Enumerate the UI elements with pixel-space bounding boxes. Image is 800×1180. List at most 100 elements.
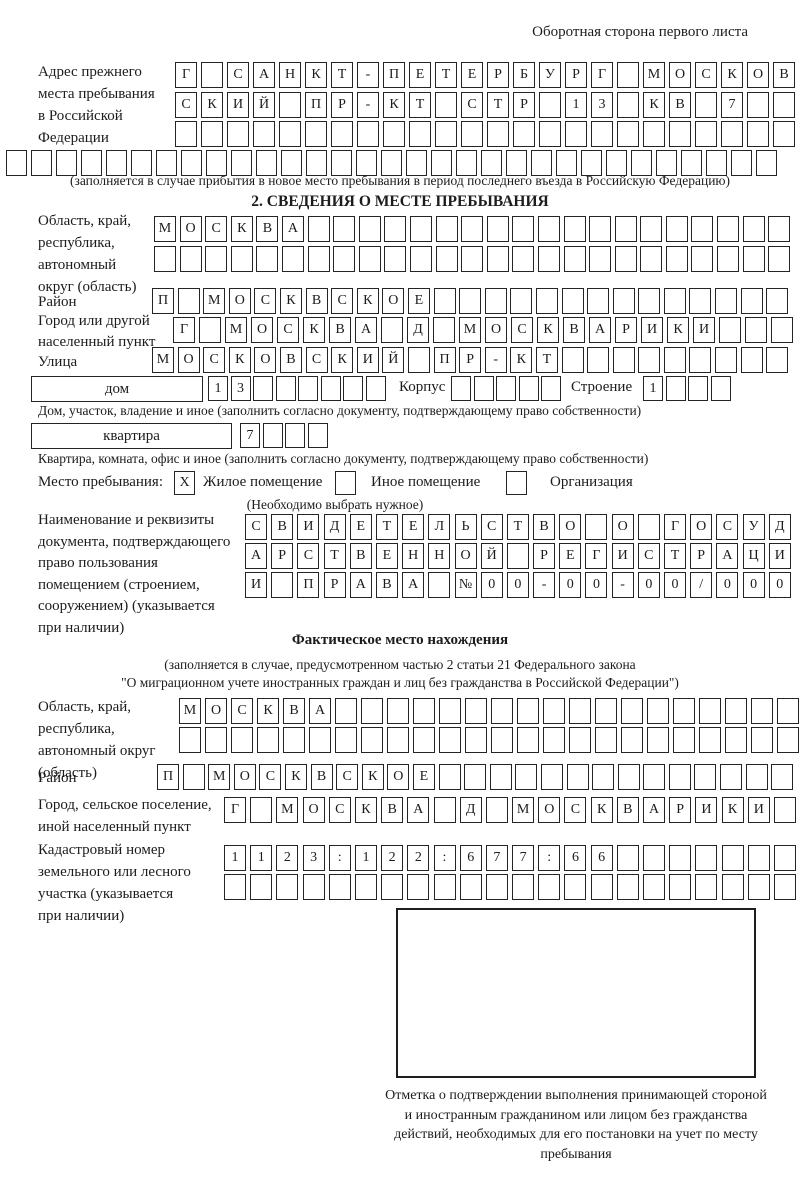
- char-cell: [407, 347, 430, 373]
- section2-title: 2. СВЕДЕНИЯ О МЕСТЕ ПРЕБЫВАНИЯ: [251, 193, 549, 210]
- char-cell: [513, 121, 535, 147]
- char-cell: [275, 376, 296, 401]
- dom-box-label: дом: [104, 380, 130, 397]
- char-cell: [777, 698, 799, 724]
- char-cell: Л: [428, 514, 451, 540]
- char-cell: К: [667, 317, 689, 343]
- char-cell: [250, 797, 273, 823]
- char-cell: Е: [375, 543, 398, 569]
- char-cell: Т: [664, 543, 686, 569]
- char-cell: 0: [480, 572, 503, 598]
- char-cell: [561, 347, 584, 373]
- char-cell: [451, 376, 471, 401]
- char-cell: [699, 727, 721, 753]
- char-cell: Е: [407, 288, 430, 314]
- char-cell: [587, 288, 610, 314]
- char-cell: [262, 423, 283, 448]
- char-cell: 6: [564, 845, 587, 871]
- char-cell: В: [329, 317, 351, 343]
- char-cell: [298, 376, 318, 401]
- char-cell: В: [283, 698, 305, 724]
- char-cell: Р: [533, 543, 556, 569]
- zhiloe-label: Жилое помещение: [203, 474, 323, 490]
- char-cell: В: [310, 764, 333, 790]
- char-cell: В: [349, 543, 372, 569]
- fact-gorod-label: Город, сельское поселение, иной населенн…: [38, 797, 212, 835]
- kadastr-label: Кадастровый номер земельного или лесного…: [38, 842, 191, 924]
- char-cell: [154, 246, 176, 272]
- char-cell: Г: [175, 62, 197, 88]
- char-cell: С: [480, 514, 503, 540]
- char-cell: В: [616, 797, 639, 823]
- char-cell: И: [356, 347, 379, 373]
- char-cell: К: [721, 62, 743, 88]
- char-cell: [616, 874, 639, 900]
- char-cell: [715, 347, 738, 373]
- char-cell: №: [454, 572, 477, 598]
- char-cell: [742, 216, 765, 242]
- char-cell: 0: [768, 572, 791, 598]
- char-cell: К: [228, 347, 251, 373]
- char-cell: [773, 92, 795, 118]
- char-cell: К: [305, 62, 327, 88]
- char-cell: Е: [349, 514, 372, 540]
- char-cell: [481, 150, 502, 176]
- char-cell: 1: [250, 845, 273, 871]
- char-cell: И: [641, 317, 663, 343]
- char-cell: :: [328, 845, 351, 871]
- char-cell: [638, 288, 661, 314]
- char-cell: [512, 874, 535, 900]
- char-cell: С: [231, 698, 253, 724]
- char-cell: К: [590, 797, 613, 823]
- char-cell: С: [205, 216, 228, 242]
- char-cell: [638, 347, 661, 373]
- char-cell: С: [461, 92, 483, 118]
- char-cell: И: [693, 317, 715, 343]
- char-cell: [381, 874, 404, 900]
- char-cell: [177, 288, 200, 314]
- char-cell: [673, 727, 695, 753]
- char-cell: С: [175, 92, 197, 118]
- char-cell: Р: [487, 62, 509, 88]
- char-cell: [199, 317, 221, 343]
- char-cell: [131, 150, 152, 176]
- char-cell: С: [336, 764, 359, 790]
- char-cell: [409, 246, 432, 272]
- char-cell: В: [271, 514, 294, 540]
- char-cell: [725, 727, 747, 753]
- char-cell: [587, 347, 610, 373]
- char-cell: 3: [302, 845, 325, 871]
- char-cell: О: [387, 764, 410, 790]
- char-cell: [307, 246, 330, 272]
- char-cell: Е: [461, 62, 483, 88]
- char-cell: [361, 727, 383, 753]
- char-cell: 0: [637, 572, 660, 598]
- char-cell: [691, 216, 714, 242]
- char-cell: [435, 92, 457, 118]
- char-cell: [564, 874, 587, 900]
- char-cell: [561, 288, 584, 314]
- char-cell: К: [201, 92, 223, 118]
- char-cell: [435, 246, 458, 272]
- char-cell: [614, 216, 637, 242]
- char-cell: [409, 121, 431, 147]
- char-cell: Д: [323, 514, 346, 540]
- char-cell: [439, 727, 461, 753]
- char-cell: [665, 376, 686, 401]
- char-cell: [719, 317, 741, 343]
- char-cell: [305, 121, 327, 147]
- char-cell: [486, 246, 509, 272]
- char-cell: [747, 874, 770, 900]
- char-cell: О: [228, 288, 251, 314]
- char-cell: Г: [591, 62, 613, 88]
- char-cell: [747, 845, 770, 871]
- char-cell: Г: [585, 543, 608, 569]
- stamp-box: [396, 908, 756, 1078]
- char-cell: [640, 246, 663, 272]
- char-cell: 6: [590, 845, 613, 871]
- char-cell: К: [643, 92, 665, 118]
- char-cell: [335, 698, 357, 724]
- char-cell: П: [433, 347, 456, 373]
- char-cell: [365, 376, 386, 401]
